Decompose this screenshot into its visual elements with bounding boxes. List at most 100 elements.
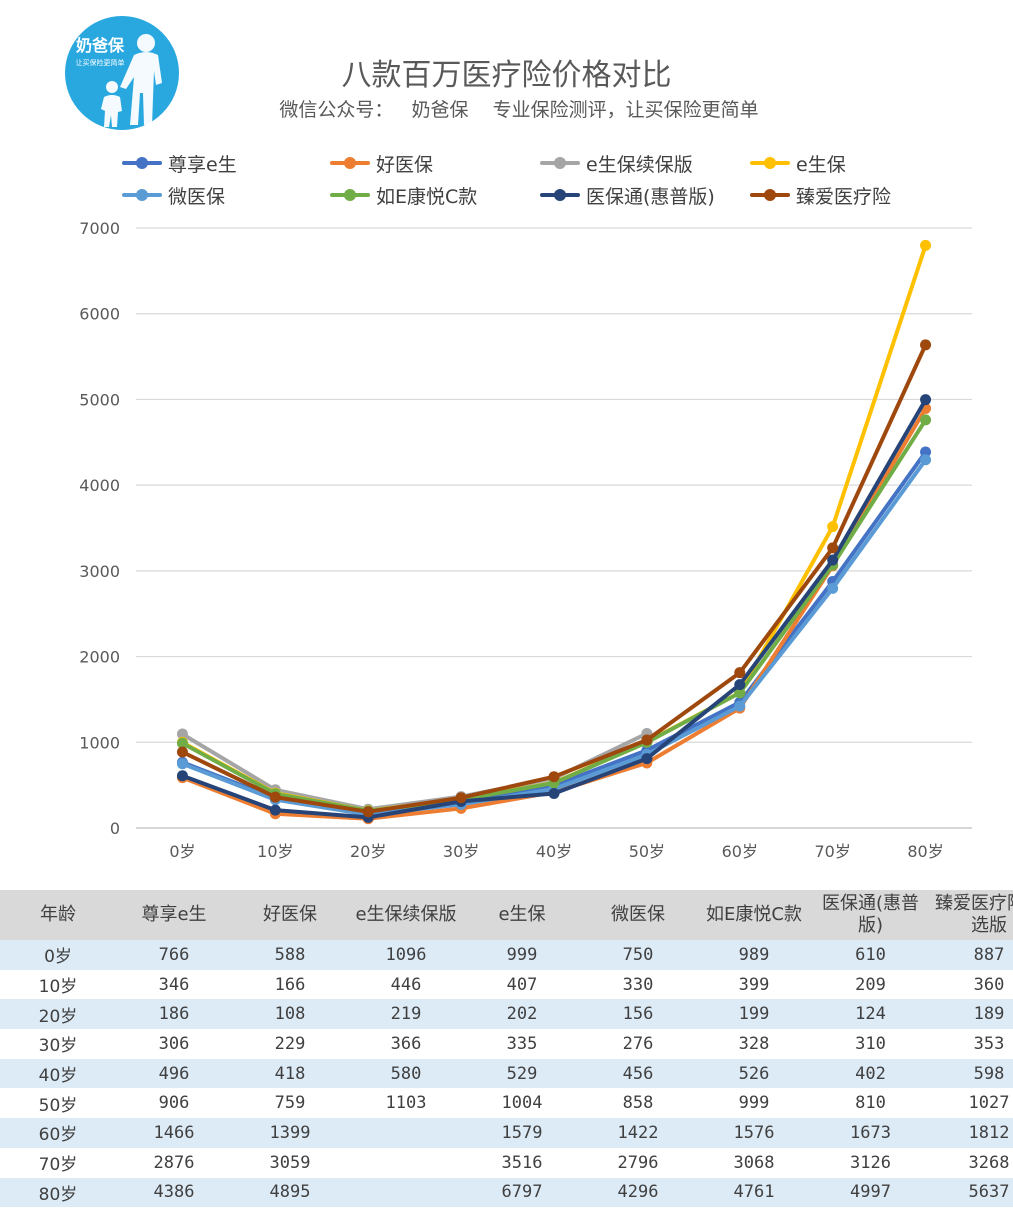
chart-subtitle: 微信公众号： 奶爸保 专业保险测评，让买保险更简单	[279, 99, 759, 121]
price-cell: 124	[812, 999, 929, 1030]
x-tick-label: 20岁	[350, 842, 386, 861]
x-tick-label: 60岁	[722, 842, 758, 861]
price-cell: 610	[812, 940, 929, 970]
price-cell: 598	[929, 1058, 1013, 1089]
legend-item: e生保续保版	[538, 148, 693, 178]
table-row: 70岁 2876 3059 3516 2796 3068 3126 3268	[0, 1147, 1013, 1178]
series-line	[180, 450, 928, 815]
price-cell: 353	[929, 1029, 1013, 1059]
age-cell: 10岁	[0, 969, 116, 1000]
legend-item: 臻爱医疗险	[748, 180, 891, 210]
legend-label: 臻爱医疗险	[796, 185, 892, 208]
price-cell: 366	[348, 1029, 464, 1059]
price-cell: 526	[696, 1058, 812, 1089]
brand-logo: 奶爸保 让买保险更简单	[64, 15, 180, 131]
price-cell: 887	[929, 940, 1013, 970]
price-cell: 330	[580, 969, 696, 1000]
x-tick-label: 30岁	[443, 842, 479, 861]
data-point	[734, 667, 746, 679]
price-cell: 418	[232, 1058, 348, 1089]
price-cell: 759	[232, 1088, 348, 1119]
price-cell: 199	[696, 999, 812, 1030]
price-table: 年龄尊享e生好医保e生保续保版e生保微医保如E康悦C款医保通(惠普版)臻爱医疗险…	[0, 890, 1013, 1209]
table-row: 0岁 766 588 1096 999 750 989 610 887	[0, 940, 1013, 970]
legend-label: 如E康悦C款	[376, 185, 478, 208]
age-cell: 80岁	[0, 1177, 116, 1208]
series-line	[180, 417, 928, 813]
legend-swatch	[120, 182, 164, 208]
price-cell: 766	[116, 940, 232, 970]
price-cell: 580	[348, 1058, 464, 1089]
price-cell: 1576	[696, 1118, 812, 1148]
price-cell: 1027	[929, 1088, 1013, 1119]
price-cell: 456	[580, 1058, 696, 1089]
legend-label: 好医保	[376, 153, 434, 176]
price-cell: 3126	[812, 1147, 929, 1178]
data-point	[269, 791, 281, 803]
price-cell: 1422	[580, 1118, 696, 1148]
data-point	[176, 728, 188, 740]
price-cell: 399	[696, 969, 812, 1000]
age-cell: 30岁	[0, 1029, 116, 1059]
data-point	[269, 804, 281, 816]
legend-label: e生保	[796, 153, 846, 176]
y-tick-label: 4000	[79, 476, 120, 495]
data-point	[734, 679, 746, 691]
age-cell: 40岁	[0, 1058, 116, 1089]
legend-swatch	[538, 150, 582, 176]
y-tick-label: 1000	[79, 733, 120, 752]
data-point	[641, 753, 653, 765]
legend-swatch	[120, 150, 164, 176]
price-cell: 2876	[116, 1147, 232, 1178]
price-cell: 6797	[464, 1177, 580, 1208]
data-point	[827, 542, 839, 554]
series-line	[180, 243, 928, 813]
price-cell: 1579	[464, 1118, 580, 1148]
price-cell: 166	[232, 969, 348, 1000]
table-row: 60岁 1466 1399 1579 1422 1576 1673 1812	[0, 1118, 1013, 1148]
price-cell: 402	[812, 1058, 929, 1089]
data-point	[920, 446, 932, 458]
logo-text: 奶爸保	[76, 36, 125, 55]
table-header-cell: e生保续保版	[348, 890, 464, 940]
legend-item: 好医保	[328, 148, 433, 178]
price-cell: 3516	[464, 1147, 580, 1178]
price-cell: 1673	[812, 1118, 929, 1148]
price-cell: 3068	[696, 1147, 812, 1178]
price-cell: 328	[696, 1029, 812, 1059]
legend-item: 医保通(惠普版)	[538, 180, 715, 210]
price-cell: 750	[580, 940, 696, 970]
price-cell: 1812	[929, 1118, 1013, 1148]
table-header-cell: 年龄	[0, 890, 116, 940]
data-point	[920, 454, 932, 466]
age-cell: 60岁	[0, 1118, 116, 1148]
series-line	[180, 457, 928, 817]
price-cell: 3268	[929, 1147, 1013, 1178]
price-cell: 3059	[232, 1147, 348, 1178]
price-cell: 999	[464, 940, 580, 970]
age-cell: 70岁	[0, 1147, 116, 1178]
price-cell: 810	[812, 1088, 929, 1119]
age-cell: 0岁	[0, 940, 116, 970]
price-cell: 2796	[580, 1147, 696, 1178]
data-point	[455, 792, 467, 804]
price-cell: 446	[348, 969, 464, 1000]
price-cell: 108	[232, 999, 348, 1030]
line-chart: 0 1000 2000 3000 4000 5000 6000 7000 0岁 10岁 20岁 30岁…	[79, 219, 972, 861]
price-cell: 219	[348, 999, 464, 1030]
price-cell: 4997	[812, 1177, 929, 1208]
price-cell: 858	[580, 1088, 696, 1119]
price-cell: 4761	[696, 1177, 812, 1208]
table-header-cell: 微医保	[580, 890, 696, 940]
price-cell: 276	[580, 1029, 696, 1059]
legend-item: 尊享e生	[120, 148, 237, 178]
data-point	[176, 737, 188, 749]
y-tick-label: 5000	[79, 390, 120, 409]
price-cell: 4296	[580, 1177, 696, 1208]
y-tick-label: 3000	[79, 562, 120, 581]
price-cell: 209	[812, 969, 929, 1000]
data-point	[734, 700, 746, 712]
legend-swatch	[748, 150, 792, 176]
price-cell: 186	[116, 999, 232, 1030]
table-header-cell: 如E康悦C款	[696, 890, 812, 940]
